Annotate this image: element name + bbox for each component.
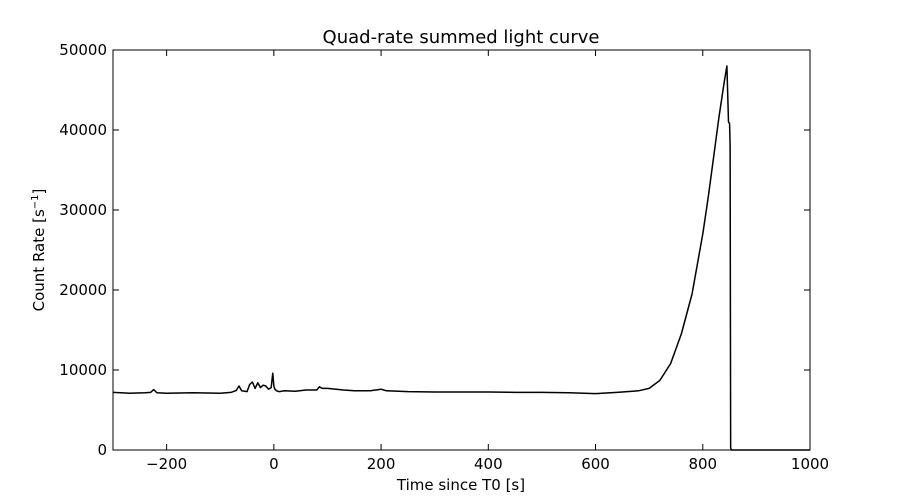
- plot-area: [112, 49, 811, 451]
- x-tick-label: 200: [367, 455, 396, 473]
- y-tick-label: 10000: [59, 361, 107, 379]
- light-curve-line: [112, 65, 810, 451]
- x-axis-label: Time since T0 [s]: [396, 476, 525, 494]
- y-tick-label: 20000: [59, 281, 107, 299]
- y-tick-label: 0: [97, 441, 107, 459]
- y-axis-label-superscript: −1: [30, 194, 41, 209]
- x-tick-label: 1000: [791, 455, 829, 473]
- x-tick-label: 400: [474, 455, 503, 473]
- y-axis-ticks: 0 10000 20000 30000 40000 50000: [59, 41, 810, 459]
- y-tick-label: 50000: [59, 41, 107, 59]
- chart-title: Quad-rate summed light curve: [323, 27, 600, 48]
- y-axis-label-suffix: ]: [30, 189, 48, 195]
- x-tick-label: 800: [688, 455, 717, 473]
- y-tick-label: 30000: [59, 201, 107, 219]
- x-tick-label: 0: [269, 455, 279, 473]
- x-axis-ticks: −200 0 200 400 600 800 1000: [146, 50, 829, 473]
- y-tick-label: 40000: [59, 121, 107, 139]
- x-tick-label: −200: [146, 455, 187, 473]
- plot-frame: [112, 49, 811, 451]
- y-axis-label-main: Count Rate [s: [30, 209, 48, 311]
- y-axis-label: Count Rate [s−1]: [30, 189, 48, 312]
- x-tick-label: 600: [581, 455, 610, 473]
